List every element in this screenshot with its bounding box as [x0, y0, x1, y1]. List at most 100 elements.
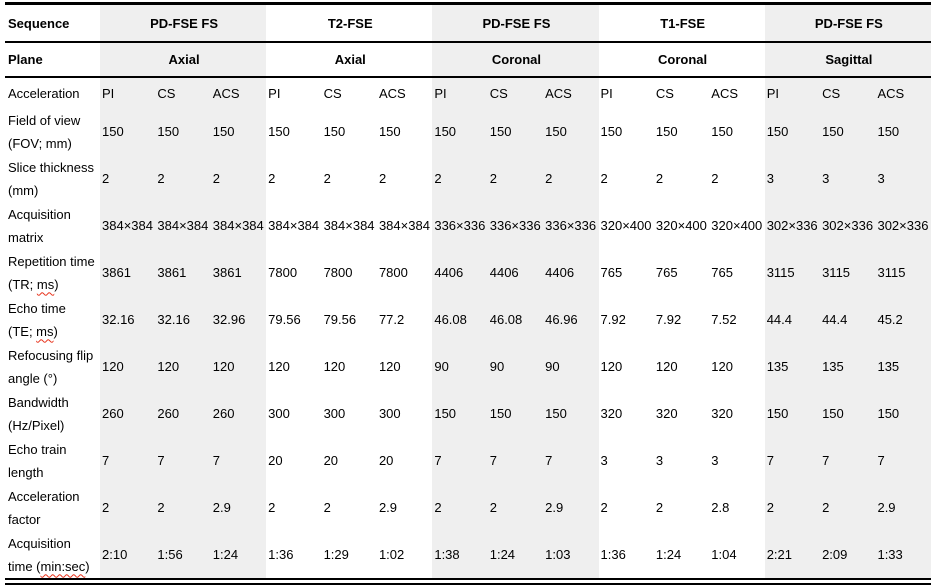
- value-cell: 260: [155, 390, 211, 437]
- value-cell: 1:38: [432, 531, 488, 579]
- sequence-group-header: T2-FSE: [266, 3, 433, 43]
- value-cell: 150: [210, 108, 267, 155]
- row-label: Acquisition matrix: [5, 202, 100, 249]
- acceleration-col-header: CS: [820, 77, 876, 108]
- label-text: Field of view: [8, 112, 81, 128]
- value-cell: 79.56: [268, 312, 301, 327]
- label-text: angle (°): [8, 370, 58, 386]
- value-cell: 320×400: [600, 218, 652, 233]
- value-cell: 7: [543, 437, 599, 484]
- value-cell: 120: [600, 359, 623, 374]
- acceleration-col-header: ACS: [711, 85, 739, 101]
- value-cell: 1:24: [655, 547, 682, 562]
- plane-row-label: Plane: [5, 42, 100, 78]
- value-cell: 150: [820, 390, 876, 437]
- value-cell: 2.9: [543, 484, 599, 531]
- value-cell: 320×400: [655, 218, 707, 233]
- label-text: (mm): [8, 182, 39, 198]
- value-cell: 150: [543, 390, 599, 437]
- value-cell: 150: [432, 390, 488, 437]
- value-cell: 2: [600, 171, 608, 186]
- row-label-line: matrix: [8, 226, 100, 249]
- value-cell: 320: [600, 406, 623, 421]
- row-label-line: Echo train: [8, 438, 100, 461]
- value-cell: 384×384: [268, 218, 320, 233]
- value-cell: 2.9: [210, 484, 267, 531]
- value-cell: 2:09: [820, 531, 876, 579]
- plane-group-header: Axial: [266, 42, 433, 78]
- value-cell: 260: [100, 390, 156, 437]
- row-label: Field of view (FOV; mm): [5, 108, 100, 155]
- value-cell: 3861: [100, 249, 156, 296]
- value-cell: 1:24: [487, 531, 544, 579]
- value-cell: 1:02: [378, 547, 405, 562]
- value-cell: 77.2: [378, 312, 405, 327]
- value-cell: 7.92: [600, 312, 626, 327]
- value-cell: 1:24: [210, 531, 267, 579]
- value-cell: 1:56: [155, 531, 211, 579]
- value-cell: 32.16: [100, 296, 156, 343]
- table-body: Sequence PD-FSE FS T2-FSE PD-FSE FS T1-FSE P…: [5, 3, 931, 579]
- acceleration-col-header: ACS: [875, 77, 931, 108]
- value-cell: 90: [543, 343, 599, 390]
- value-cell: 2: [487, 484, 544, 531]
- value-cell: 150: [711, 124, 733, 139]
- value-cell: 2: [432, 155, 488, 202]
- row-label: Acceleration factor: [5, 484, 100, 531]
- value-cell: 150: [875, 108, 931, 155]
- value-cell: 32.96: [210, 296, 267, 343]
- value-cell: 135: [764, 343, 821, 390]
- value-cell: 150: [155, 108, 211, 155]
- plane-header-row: Plane Axial Axial Coronal Coronal Sagittal: [5, 42, 931, 78]
- acceleration-col-header: PI: [100, 77, 156, 108]
- value-cell: 150: [655, 124, 678, 139]
- value-cell: 7: [820, 437, 876, 484]
- value-cell: 3115: [875, 249, 931, 296]
- value-cell: 2: [155, 155, 211, 202]
- value-cell: 320×400: [711, 218, 763, 233]
- value-cell: 135: [875, 343, 931, 390]
- value-cell: 3: [655, 453, 664, 468]
- value-cell: 4406: [543, 249, 599, 296]
- label-text: Refocusing flip: [8, 347, 94, 363]
- label-text: (TR;: [8, 276, 37, 292]
- misspelled-text: ms: [36, 276, 55, 292]
- value-cell: 120: [323, 359, 346, 374]
- row-label-line: (TE; ms): [8, 320, 100, 343]
- label-text: Echo time: [8, 300, 66, 316]
- table-row: Acquisition time (min:sec) 2:10 1:56 1:24 1:3…: [5, 531, 931, 579]
- label-text: Acquisition: [8, 206, 71, 222]
- value-cell: 2.9: [378, 500, 398, 515]
- value-cell: 120: [100, 343, 156, 390]
- label-text: (Hz/Pixel): [8, 417, 65, 433]
- value-cell: 1:29: [323, 547, 349, 562]
- table-row: Repetition time (TR; ms) 3861 3861 3861 7800 7…: [5, 249, 931, 296]
- row-label-line: (TR; ms): [8, 273, 100, 296]
- row-label-line: (Hz/Pixel): [8, 414, 100, 437]
- value-cell: 2.9: [875, 484, 931, 531]
- acceleration-header-row: Acceleration PI CS ACS PI CS ACS PI CS ACS PI CS AC…: [5, 77, 931, 108]
- value-cell: 3115: [764, 249, 821, 296]
- value-cell: 1:04: [711, 547, 737, 562]
- value-cell: 2: [100, 484, 156, 531]
- value-cell: 7: [155, 437, 211, 484]
- value-cell: 2: [711, 171, 719, 186]
- value-cell: 120: [155, 343, 211, 390]
- value-cell: 150: [764, 108, 821, 155]
- value-cell: 44.4: [820, 296, 876, 343]
- label-text: factor: [8, 511, 41, 527]
- value-cell: 44.4: [764, 296, 821, 343]
- value-cell: 46.08: [487, 296, 544, 343]
- value-cell: 2:21: [764, 531, 821, 579]
- value-cell: 150: [378, 124, 401, 139]
- value-cell: 302×336: [820, 202, 876, 249]
- value-cell: 4406: [487, 249, 544, 296]
- acceleration-col-header: CS: [323, 85, 342, 101]
- table-row: Echo train length 7 7 7 20 20 20 7 7 7 3 3 3 7 7 7: [5, 437, 931, 484]
- row-label: Slice thickness (mm): [5, 155, 100, 202]
- row-label-line: length: [8, 461, 100, 484]
- value-cell: 7: [875, 437, 931, 484]
- row-label: Bandwidth (Hz/Pixel): [5, 390, 100, 437]
- value-cell: 2:10: [100, 531, 156, 579]
- value-cell: 3: [600, 453, 608, 468]
